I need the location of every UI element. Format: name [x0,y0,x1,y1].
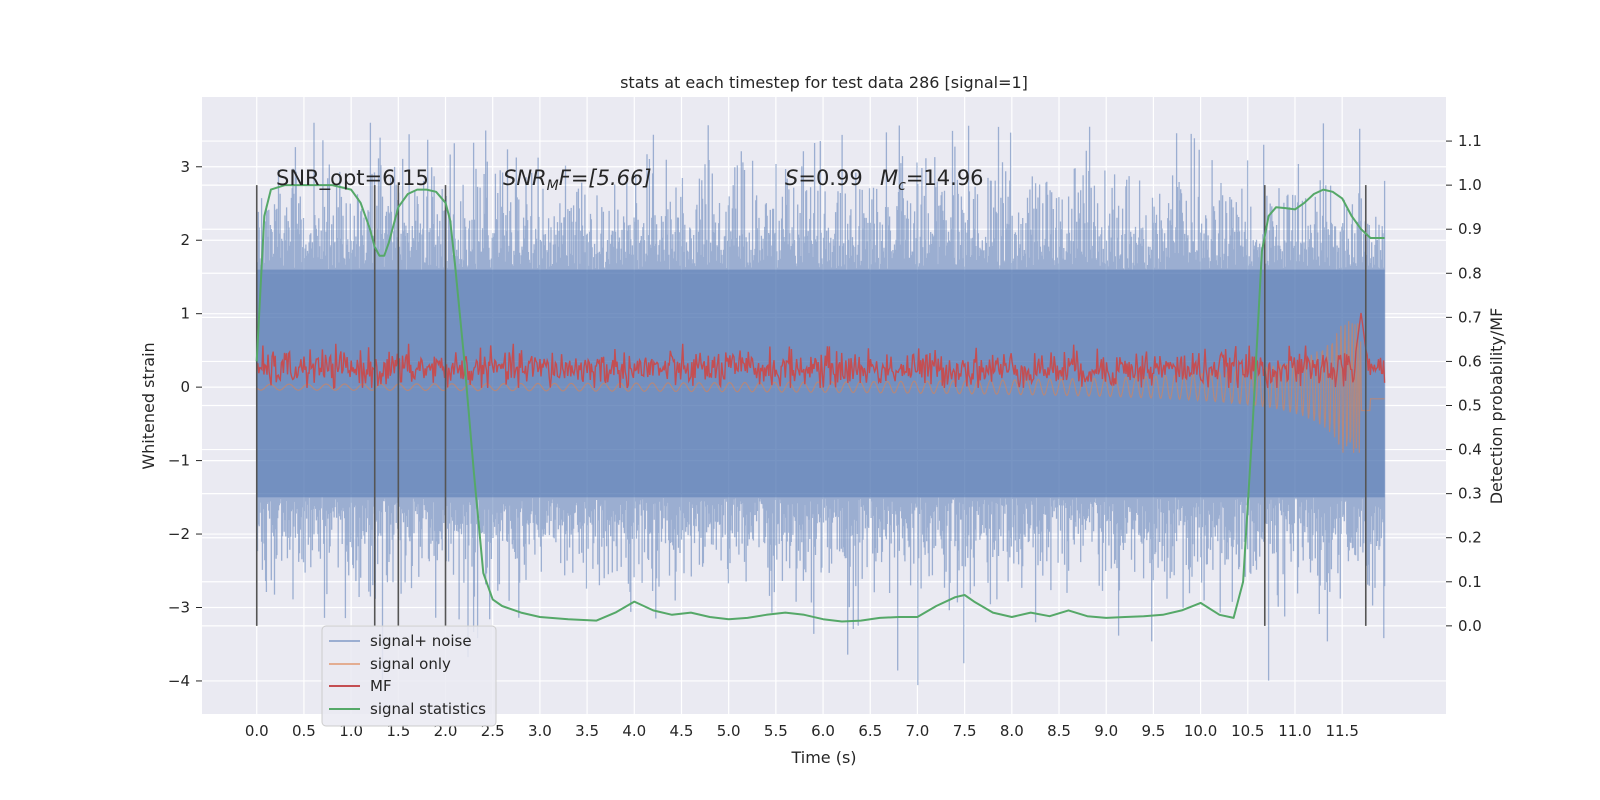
x-tick-label: 4.5 [670,722,694,740]
vertical-markers [255,185,1367,626]
legend-box [321,625,497,727]
x-tick-label: 3.5 [575,722,599,740]
y2-axis-label: Detection probability/MF [1487,308,1506,505]
y2-tick-label: 0.1 [1458,573,1482,591]
y2-tick-label: 0.8 [1458,264,1482,282]
legend: signal+ noise signal only MF signal stat… [321,625,497,727]
y-tick-label: −1 [168,452,190,470]
y2-tick-label: 1.1 [1458,132,1482,150]
y-tick-label: 3 [180,158,190,176]
legend-label-signal-only: signal only [370,655,451,673]
x-tick-label: 5.5 [764,722,788,740]
tick-labels: 0.0 0.5 1.0 1.5 2.0 2.5 3.0 3.5 4.0 4.5 5.0 5.5 6.0 6… [168,132,1482,740]
x-tick-label: 10.0 [1184,722,1217,740]
x-tick-label: 3.0 [528,722,552,740]
y2-tick-label: 0.6 [1458,352,1482,370]
annotation-mc-value: =14.96 [906,166,984,190]
y-axis-label: Whitened strain [139,342,158,469]
x-tick-label: 11.5 [1325,722,1358,740]
x-tick-label: 8.0 [1000,722,1024,740]
x-tick-label: 9.5 [1141,722,1165,740]
signal-statistics-line [255,184,1385,623]
y-tick-label: −2 [168,525,190,543]
annotation-snr-opt: SNR_opt=6.15 [276,166,429,191]
y2-tick-label: 0.9 [1458,220,1482,238]
y2-tick-label: 0.2 [1458,529,1482,547]
y-tick-label: −3 [168,598,190,616]
annotation-mc-subscript: c [898,178,906,194]
y2-tick-label: 0.3 [1458,485,1482,503]
annotation-s-value: =0.99 [798,166,862,190]
legend-label-signal-noise: signal+ noise [370,632,472,650]
legend-label-mf: MF [370,677,392,695]
y-tick-label: 2 [180,231,190,249]
chart-title: stats at each timestep for test data 286… [620,73,1028,92]
annotation-snr-mf-symbol: SNR [503,166,547,190]
annotation-snr-mf-value: F=[5.66] [559,166,652,190]
annotation-snr-mf: SNRMF=[5.66] [503,166,652,194]
x-tick-label: 11.0 [1278,722,1311,740]
annotation-snr-mf-subscript: M [547,178,559,194]
legend-label-signal-statistics: signal statistics [370,700,486,718]
y-tick-label: −4 [168,672,190,690]
x-tick-label: 0.5 [292,722,316,740]
y2-tick-label: 0.5 [1458,397,1482,415]
x-tick-label: 0.0 [245,722,269,740]
annotation-mc-symbol: M [880,166,898,190]
x-tick-label: 10.5 [1231,722,1264,740]
x-tick-label: 7.5 [953,722,977,740]
x-tick-label: 5.0 [717,722,741,740]
x-tick-label: 9.0 [1094,722,1118,740]
x-tick-label: 8.5 [1047,722,1071,740]
x-tick-label: 4.0 [622,722,646,740]
y2-tick-label: 0.4 [1458,441,1482,459]
x-axis-label: Time (s) [790,748,856,767]
y-tick-label: 1 [180,305,190,323]
y2-tick-label: 0.0 [1458,617,1482,635]
annotation-mc: Mc=14.96 [880,166,984,194]
y2-tick-label: 0.7 [1458,308,1482,326]
y-tick-label: 0 [180,378,190,396]
annotation-s: S=0.99 [785,166,863,190]
x-tick-label: 6.5 [858,722,882,740]
signal-statistics-series [255,184,1385,623]
x-tick-label: 6.0 [811,722,835,740]
y2-tick-label: 1.0 [1458,176,1482,194]
annotation-s-symbol: S [785,166,798,190]
x-tick-label: 7.0 [906,722,930,740]
